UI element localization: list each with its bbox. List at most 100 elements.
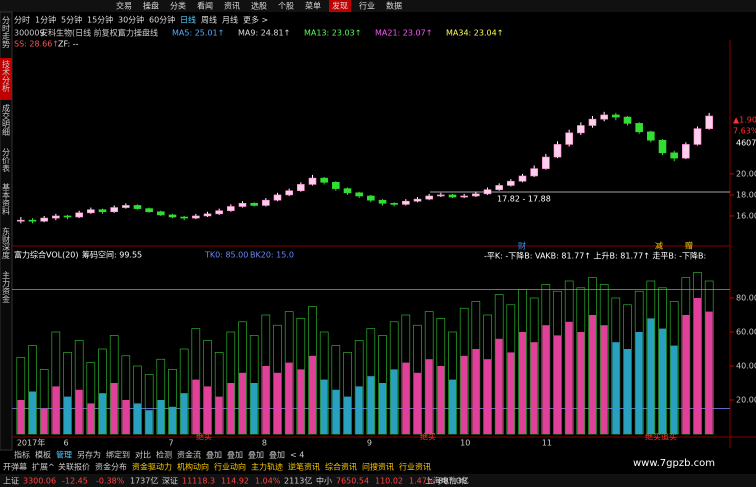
bottom-tab[interactable]: 扩展^ bbox=[32, 462, 55, 472]
side-tab[interactable]: 主力资金 bbox=[2, 270, 11, 303]
candle-body bbox=[425, 195, 433, 200]
candle-body bbox=[670, 152, 678, 159]
menu-item[interactable]: 分类 bbox=[170, 1, 186, 11]
volume-fill bbox=[309, 355, 316, 434]
tool-button[interactable]: 指标 bbox=[14, 450, 30, 460]
tool-button[interactable]: 资金流 bbox=[177, 450, 201, 460]
bottom-tab[interactable]: 资金驱动力 bbox=[132, 462, 172, 472]
menu-item[interactable]: 资讯 bbox=[224, 1, 240, 11]
candle-body bbox=[518, 175, 527, 182]
tool-button[interactable]: 叠加 bbox=[248, 450, 264, 460]
ma-label: MA34: 23.04↑ bbox=[446, 29, 503, 38]
candle-body bbox=[320, 177, 328, 183]
volume-fill bbox=[87, 403, 95, 434]
volume-fill bbox=[542, 325, 550, 434]
candle-body bbox=[250, 203, 258, 206]
candle-body bbox=[110, 207, 118, 213]
tool-button[interactable]: < 4 bbox=[290, 451, 304, 460]
menu-item[interactable]: 交易 bbox=[116, 1, 132, 11]
bk: BK20: 15.0 bbox=[250, 251, 294, 260]
menu-item[interactable]: 个股 bbox=[278, 2, 294, 11]
volume-fill bbox=[297, 369, 305, 434]
status-item: 3300.06 bbox=[23, 477, 56, 486]
period-tab[interactable]: 30分钟 bbox=[118, 15, 144, 25]
volume-fill bbox=[495, 338, 503, 434]
watermark: www.7gpzb.com bbox=[633, 458, 715, 469]
bottom-tab[interactable]: 开弹幕 bbox=[3, 462, 27, 472]
side-tab[interactable]: 分时走势 bbox=[2, 16, 11, 49]
bottom-tab[interactable]: 逆笔资讯 bbox=[288, 462, 320, 472]
side-tab[interactable]: 基本资料 bbox=[2, 182, 11, 216]
candle-body bbox=[647, 131, 655, 141]
side-tab[interactable]: 成交明细 bbox=[2, 103, 11, 137]
bottom-tab[interactable]: 机构动向 bbox=[177, 462, 209, 472]
period-tab[interactable]: 15分钟 bbox=[87, 15, 113, 25]
menu-item[interactable]: 行业 bbox=[359, 1, 375, 11]
period-tab[interactable]: 更多 > bbox=[243, 15, 268, 25]
volume-fill bbox=[484, 359, 491, 434]
volume-fill bbox=[40, 408, 48, 434]
side-tab[interactable]: 东财深度 bbox=[2, 226, 11, 260]
volume-fill bbox=[519, 332, 526, 434]
bottom-tab[interactable]: 综合资讯 bbox=[325, 462, 357, 472]
bottom-tab[interactable]: 主力轨迹 bbox=[251, 462, 283, 472]
menu-item[interactable]: 数据 bbox=[386, 1, 402, 11]
tool-button[interactable]: 模板 bbox=[35, 450, 51, 460]
period-tab[interactable]: 1分钟 bbox=[35, 15, 56, 25]
menu-item[interactable]: 看闻 bbox=[197, 2, 213, 11]
volume-fill bbox=[169, 406, 176, 434]
tool-button[interactable]: 叠加 bbox=[269, 450, 285, 460]
volume-fill bbox=[332, 389, 340, 434]
zf-value: ZF: -- bbox=[58, 40, 79, 49]
side-tab[interactable]: 技术分析 bbox=[2, 59, 11, 93]
candle-body bbox=[203, 213, 212, 217]
period-tab[interactable]: 日线 bbox=[180, 15, 196, 25]
tool-button[interactable]: 叠加 bbox=[206, 450, 222, 460]
y-tick-label: 20.00 bbox=[736, 396, 756, 405]
candle-body bbox=[705, 115, 713, 129]
period-tab[interactable]: 60分钟 bbox=[149, 15, 175, 25]
period-tab[interactable]: 月线 bbox=[222, 15, 238, 25]
bottom-tab[interactable]: 行业资讯 bbox=[399, 462, 431, 472]
volume-fill bbox=[425, 359, 433, 434]
side-tab[interactable]: 分价表 bbox=[2, 148, 11, 173]
bottom-tab[interactable]: 行业动向 bbox=[214, 462, 246, 472]
tool-button[interactable]: 对比 bbox=[135, 450, 151, 460]
tool-button[interactable]: 叠加 bbox=[227, 450, 243, 460]
menu-item[interactable]: 菜单 bbox=[305, 1, 321, 11]
menu-item[interactable]: 选股 bbox=[251, 1, 267, 11]
status-item: 上海电信38 bbox=[425, 476, 467, 486]
menu-item[interactable]: 发现 bbox=[332, 1, 348, 11]
bottom-tab[interactable]: 资金分布 bbox=[95, 462, 127, 472]
candle-body bbox=[682, 144, 690, 159]
period-tab[interactable]: 分时 bbox=[14, 15, 30, 25]
volume-fill bbox=[29, 391, 36, 434]
period-tab[interactable]: 5分钟 bbox=[61, 15, 82, 25]
menu-item[interactable]: 操盘 bbox=[143, 1, 159, 11]
volume-fill bbox=[694, 298, 701, 434]
lower-title: 富力综合VOL(20) bbox=[14, 250, 79, 260]
x-tick-label: 9 bbox=[367, 439, 372, 448]
ma-label: MA21: 23.07↑ bbox=[375, 29, 432, 38]
tool-button[interactable]: 检测 bbox=[156, 450, 172, 460]
candle-body bbox=[180, 216, 188, 219]
volume-fill bbox=[659, 328, 666, 434]
bottom-tab[interactable]: 问搜资讯 bbox=[362, 462, 394, 472]
flag: 减 bbox=[655, 241, 663, 251]
volume-fill bbox=[122, 400, 130, 434]
candle-body bbox=[495, 185, 503, 190]
tool-button[interactable]: 绑定到 bbox=[106, 450, 130, 460]
volume-fill bbox=[344, 396, 351, 434]
tool-button[interactable]: 管理 bbox=[56, 450, 72, 460]
candle-body bbox=[87, 209, 95, 214]
status-item: 上证 bbox=[3, 477, 19, 486]
tool-button[interactable]: 另存为 bbox=[77, 450, 101, 460]
bottom-tab[interactable]: 关联报价 bbox=[58, 462, 90, 472]
period-tab[interactable]: 周线 bbox=[201, 15, 217, 25]
candle-body bbox=[192, 215, 200, 219]
y-tick-label: 18.00 bbox=[736, 190, 756, 199]
volume-fill bbox=[239, 372, 246, 434]
candle-body bbox=[378, 199, 387, 204]
x-tick-label: 11 bbox=[542, 439, 552, 448]
candle-body bbox=[402, 200, 410, 205]
